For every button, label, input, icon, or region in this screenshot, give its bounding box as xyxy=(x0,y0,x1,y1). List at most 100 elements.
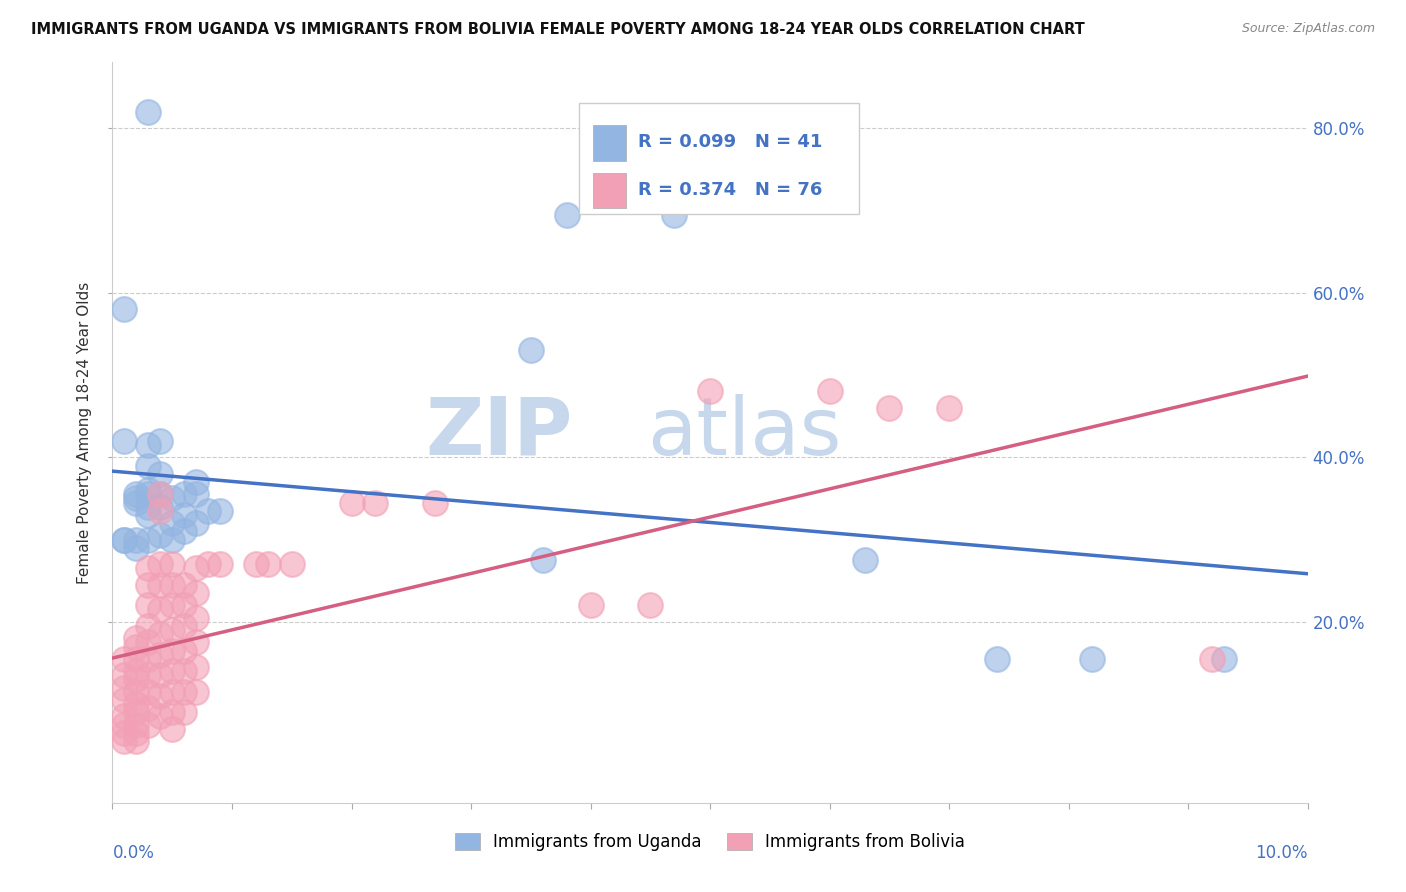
Point xyxy=(162,599,183,613)
Point xyxy=(114,533,135,547)
Point xyxy=(699,384,721,399)
Point xyxy=(114,693,135,707)
Point xyxy=(173,599,195,613)
Point xyxy=(125,717,148,731)
Point xyxy=(149,467,172,481)
Point xyxy=(209,504,232,518)
Point xyxy=(138,533,160,547)
Point xyxy=(425,495,447,509)
Point xyxy=(173,578,195,592)
Point xyxy=(149,504,172,518)
Point xyxy=(186,611,208,625)
Point xyxy=(138,458,160,473)
Point xyxy=(257,558,280,572)
Point xyxy=(149,500,172,514)
Point xyxy=(138,599,160,613)
Point xyxy=(149,528,172,542)
Point xyxy=(162,533,183,547)
Point xyxy=(162,685,183,699)
Point xyxy=(125,652,148,666)
Point xyxy=(149,689,172,703)
Point xyxy=(149,434,172,448)
Point xyxy=(197,504,219,518)
Point xyxy=(664,208,686,222)
Point xyxy=(138,701,160,715)
Text: 0.0%: 0.0% xyxy=(112,844,155,862)
FancyBboxPatch shape xyxy=(593,125,627,161)
Point xyxy=(173,487,195,501)
Point xyxy=(138,104,160,119)
Point xyxy=(125,726,148,740)
Point xyxy=(186,475,208,489)
Point xyxy=(138,619,160,633)
Point xyxy=(162,491,183,506)
Point xyxy=(114,709,135,723)
Point xyxy=(149,602,172,616)
Point xyxy=(186,487,208,501)
Point xyxy=(138,652,160,666)
Point xyxy=(245,558,267,572)
Point xyxy=(125,706,148,720)
Point xyxy=(149,709,172,723)
Point xyxy=(114,717,135,731)
Point xyxy=(149,487,172,501)
Point xyxy=(186,660,208,674)
Point xyxy=(209,558,232,572)
Point xyxy=(162,722,183,736)
Text: R = 0.374   N = 76: R = 0.374 N = 76 xyxy=(638,181,823,199)
Point xyxy=(531,553,554,567)
Point xyxy=(125,697,148,711)
Point xyxy=(138,635,160,649)
Point xyxy=(149,578,172,592)
Point xyxy=(162,516,183,530)
Point xyxy=(364,495,387,509)
Point xyxy=(149,627,172,641)
Point xyxy=(149,648,172,662)
Point xyxy=(125,640,148,654)
Point xyxy=(125,533,148,547)
Point xyxy=(173,685,195,699)
Point xyxy=(138,668,160,682)
Point xyxy=(114,726,135,740)
Point xyxy=(579,599,602,613)
Point xyxy=(162,578,183,592)
Point xyxy=(855,553,877,567)
Point xyxy=(281,558,304,572)
Point xyxy=(125,632,148,646)
Point xyxy=(138,717,160,731)
Point xyxy=(340,495,363,509)
Point xyxy=(114,681,135,695)
Point xyxy=(162,664,183,678)
Text: atlas: atlas xyxy=(647,393,842,472)
FancyBboxPatch shape xyxy=(593,173,627,209)
Point xyxy=(114,668,135,682)
Point xyxy=(138,508,160,522)
Point xyxy=(125,541,148,555)
Point xyxy=(138,500,160,514)
Point xyxy=(114,533,135,547)
FancyBboxPatch shape xyxy=(579,103,859,214)
Point xyxy=(162,706,183,720)
Point xyxy=(173,619,195,633)
Point xyxy=(138,685,160,699)
Point xyxy=(162,558,183,572)
Point xyxy=(114,652,135,666)
Point xyxy=(114,434,135,448)
Point xyxy=(162,643,183,657)
Point xyxy=(186,635,208,649)
Point xyxy=(818,384,841,399)
Point xyxy=(173,643,195,657)
Point xyxy=(125,685,148,699)
Point xyxy=(138,483,160,498)
Text: 10.0%: 10.0% xyxy=(1256,844,1308,862)
Point xyxy=(149,668,172,682)
Text: Source: ZipAtlas.com: Source: ZipAtlas.com xyxy=(1241,22,1375,36)
Point xyxy=(125,664,148,678)
Point xyxy=(879,401,901,415)
Point xyxy=(555,208,578,222)
Point xyxy=(125,491,148,506)
Point xyxy=(125,734,148,748)
Text: R = 0.099   N = 41: R = 0.099 N = 41 xyxy=(638,133,823,151)
Point xyxy=(114,734,135,748)
Text: IMMIGRANTS FROM UGANDA VS IMMIGRANTS FROM BOLIVIA FEMALE POVERTY AMONG 18-24 YEA: IMMIGRANTS FROM UGANDA VS IMMIGRANTS FRO… xyxy=(31,22,1084,37)
